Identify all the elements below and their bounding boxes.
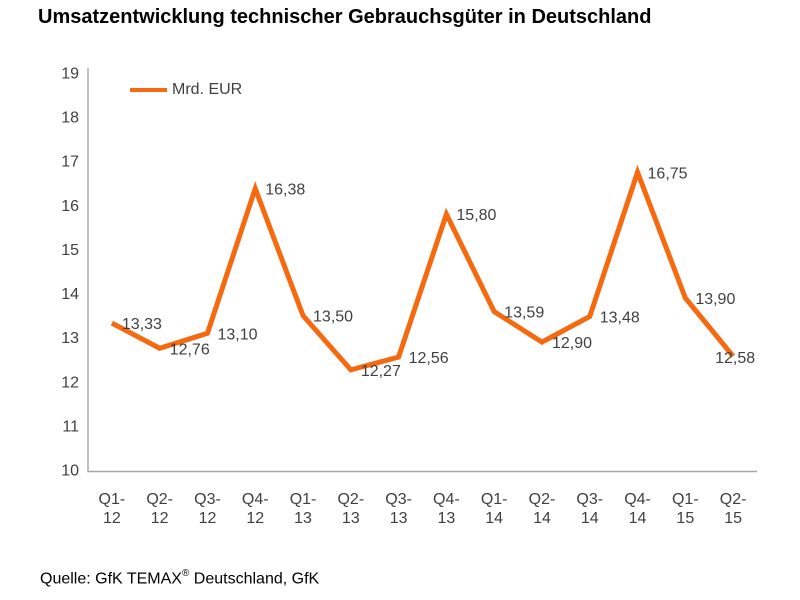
legend-line-swatch: [130, 88, 167, 92]
x-tick-label-year: 14: [629, 510, 647, 527]
x-tick-label-quarter: Q2-: [337, 491, 364, 508]
y-tick-label: 12: [61, 374, 79, 391]
legend: Mrd. EUR: [130, 81, 243, 98]
data-label: 13,33: [122, 316, 162, 333]
data-label: 13,48: [600, 309, 640, 326]
x-tick-label-quarter: Q2-: [720, 491, 747, 508]
x-tick-label-quarter: Q4-: [624, 491, 651, 508]
y-tick-label: 11: [62, 418, 79, 435]
x-tick-label-quarter: Q3-: [194, 491, 221, 508]
x-tick-label-year: 13: [437, 510, 455, 527]
x-tick-label-quarter: Q3-: [576, 491, 603, 508]
data-label: 15,80: [456, 207, 496, 224]
x-tick-label-year: 15: [676, 510, 694, 527]
registered-trademark-icon: ®: [181, 568, 190, 579]
legend-label: Mrd. EUR: [172, 81, 243, 98]
source-note: Quelle: GfK TEMAX® Deutschland, GfK: [40, 568, 320, 588]
x-tick-label-year: 13: [390, 510, 408, 527]
source-text-prefix: Quelle: GfK TEMAX: [40, 570, 182, 588]
x-tick-label-quarter: Q1-: [99, 491, 126, 508]
y-tick-label: 10: [61, 463, 79, 480]
x-tick-label-quarter: Q1-: [290, 491, 317, 508]
x-tick-label-quarter: Q2-: [146, 491, 173, 508]
data-label: 13,10: [217, 326, 257, 343]
y-tick-label: 13: [61, 330, 79, 347]
x-tick-label-year: 15: [724, 510, 742, 527]
data-label: 16,75: [648, 165, 688, 182]
data-label: 13,50: [313, 309, 353, 326]
x-tick-label-year: 12: [151, 510, 169, 527]
y-tick-label: 15: [61, 242, 79, 259]
x-tick-label-quarter: Q4-: [433, 491, 460, 508]
y-tick-label: 17: [61, 154, 79, 171]
chart-title: Umsatzentwicklung technischer Gebrauchsg…: [38, 6, 652, 28]
data-label: 12,90: [552, 335, 592, 352]
revenue-line: [110, 164, 736, 373]
data-label: 16,38: [265, 182, 305, 199]
data-label: 13,90: [695, 291, 735, 308]
data-label: 12,56: [409, 350, 449, 367]
data-label: 12,76: [170, 341, 210, 358]
data-label: 13,59: [504, 305, 544, 322]
data-label: 12,27: [361, 363, 401, 380]
y-tick-label: 14: [61, 286, 79, 303]
x-tick-label-year: 14: [485, 510, 503, 527]
source-text-suffix: Deutschland, GfK: [189, 570, 320, 588]
x-tick-label-quarter: Q3-: [385, 491, 412, 508]
x-tick-label-quarter: Q2-: [529, 491, 556, 508]
x-tick-label-quarter: Q1-: [672, 491, 699, 508]
data-label: 12,58: [715, 350, 755, 367]
y-tick-label: 16: [61, 198, 79, 215]
x-tick-label-year: 12: [199, 510, 217, 527]
y-tick-label: 18: [61, 110, 79, 127]
x-tick-label-year: 14: [533, 510, 551, 527]
x-tick-label-year: 12: [103, 510, 121, 527]
x-tick-label-quarter: Q4-: [242, 491, 269, 508]
x-tick-label-year: 13: [294, 510, 312, 527]
x-tick-label-year: 14: [581, 510, 599, 527]
x-tick-label-year: 12: [246, 510, 264, 527]
x-tick-label-year: 13: [342, 510, 360, 527]
x-tick-label-quarter: Q1-: [481, 491, 508, 508]
y-tick-label: 19: [61, 66, 79, 83]
